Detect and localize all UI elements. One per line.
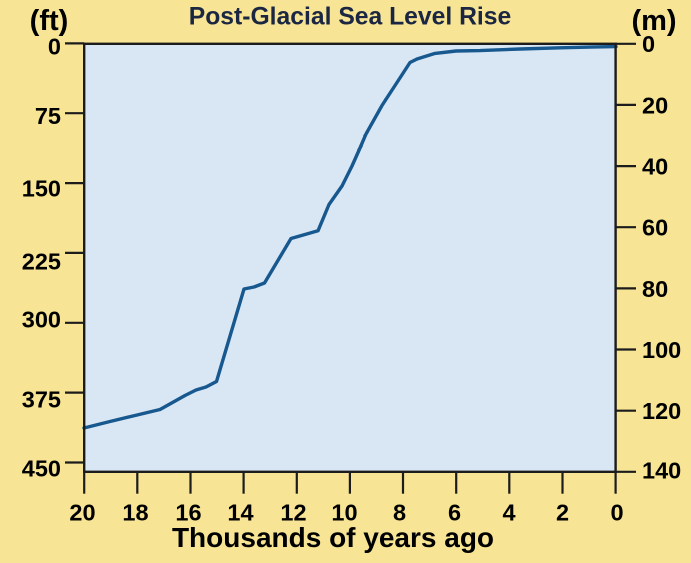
svg-text:(ft): (ft) [30, 5, 69, 37]
svg-text:150: 150 [22, 175, 61, 201]
svg-text:2: 2 [556, 500, 569, 526]
svg-text:14: 14 [227, 500, 253, 526]
svg-text:0: 0 [642, 31, 655, 57]
svg-text:140: 140 [642, 458, 681, 484]
svg-text:100: 100 [642, 337, 681, 363]
svg-text:10: 10 [331, 500, 357, 526]
svg-text:4: 4 [502, 500, 515, 526]
svg-text:18: 18 [122, 500, 148, 526]
svg-text:40: 40 [642, 154, 668, 180]
svg-text:375: 375 [22, 387, 61, 413]
svg-text:20: 20 [642, 92, 668, 118]
svg-text:8: 8 [393, 500, 406, 526]
svg-text:Thousands of years ago: Thousands of years ago [172, 522, 494, 553]
svg-text:120: 120 [642, 398, 681, 424]
svg-text:225: 225 [22, 249, 61, 275]
svg-text:0: 0 [48, 34, 61, 60]
svg-text:6: 6 [448, 500, 461, 526]
svg-text:(m): (m) [631, 5, 676, 37]
svg-text:0: 0 [610, 500, 623, 526]
svg-text:20: 20 [69, 500, 95, 526]
svg-text:Post-Glacial Sea Level Rise: Post-Glacial Sea Level Rise [189, 4, 511, 31]
svg-text:12: 12 [280, 500, 306, 526]
svg-text:16: 16 [175, 500, 201, 526]
svg-text:80: 80 [642, 276, 668, 302]
svg-text:300: 300 [22, 307, 61, 333]
svg-text:60: 60 [642, 215, 668, 241]
svg-text:75: 75 [35, 103, 61, 129]
svg-text:450: 450 [22, 455, 61, 481]
